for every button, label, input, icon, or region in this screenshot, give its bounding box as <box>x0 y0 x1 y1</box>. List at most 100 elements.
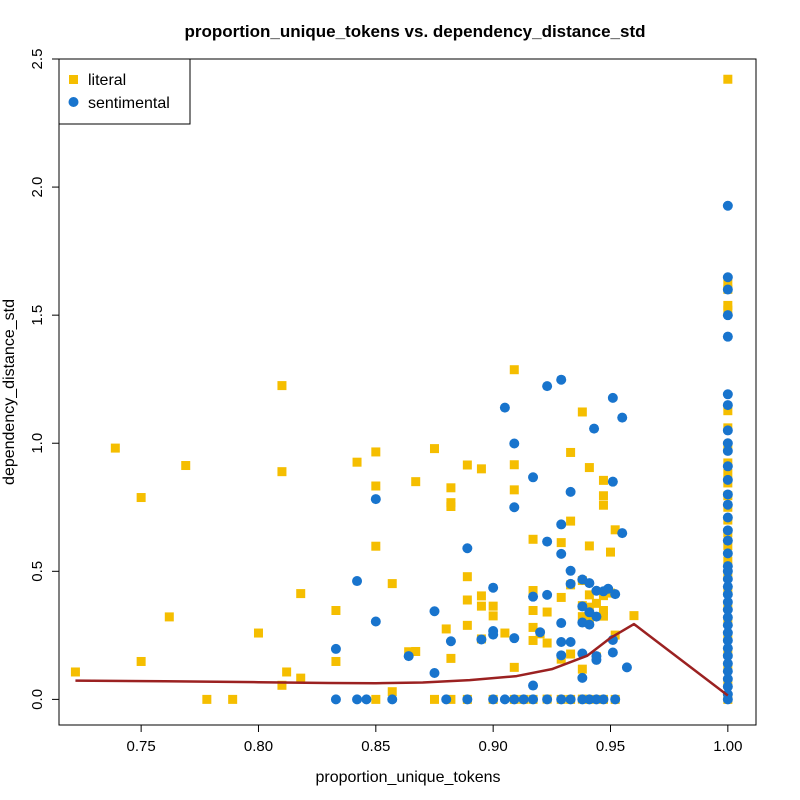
point-sentimental <box>722 200 733 211</box>
point-literal <box>282 667 292 677</box>
point-sentimental <box>488 694 499 705</box>
legend-label-sentimental: sentimental <box>88 95 170 112</box>
y-tick-label: 1.0 <box>29 433 46 454</box>
point-sentimental <box>352 576 363 587</box>
point-literal <box>584 463 594 473</box>
point-sentimental <box>509 633 520 644</box>
point-sentimental <box>722 331 733 342</box>
point-sentimental <box>565 565 576 576</box>
point-sentimental <box>542 589 553 600</box>
legend-label-literal: literal <box>88 72 126 89</box>
point-literal <box>277 680 287 690</box>
point-sentimental <box>518 694 529 705</box>
point-sentimental <box>535 627 546 638</box>
point-literal <box>446 483 456 493</box>
point-literal <box>566 649 576 659</box>
point-sentimental <box>476 634 487 645</box>
point-literal <box>462 460 472 470</box>
point-sentimental <box>445 636 456 647</box>
trend-line <box>75 622 729 697</box>
point-sentimental <box>607 392 618 403</box>
point-sentimental <box>370 494 381 505</box>
point-literal <box>488 611 498 621</box>
point-literal <box>277 467 287 477</box>
point-sentimental <box>722 535 733 546</box>
point-sentimental <box>462 694 473 705</box>
point-sentimental <box>542 694 553 705</box>
chart-title: proportion_unique_tokens vs. dependency_… <box>185 22 646 41</box>
point-literal <box>476 601 486 611</box>
legend-marker-sentimental <box>68 97 79 107</box>
y-axis-label: dependency_distance_std <box>1 299 18 485</box>
point-literal <box>70 667 80 677</box>
point-literal <box>598 611 608 621</box>
point-sentimental <box>361 694 372 705</box>
point-literal <box>629 611 639 621</box>
point-sentimental <box>591 654 602 665</box>
point-sentimental <box>584 619 595 630</box>
point-sentimental <box>509 694 520 705</box>
point-sentimental <box>722 400 733 411</box>
point-sentimental <box>429 668 440 679</box>
point-literal <box>584 602 594 612</box>
point-sentimental <box>722 627 733 638</box>
point-sentimental <box>722 604 733 615</box>
point-sentimental <box>542 381 553 392</box>
y-tick-label: 0.0 <box>29 689 46 710</box>
point-sentimental <box>607 476 618 487</box>
point-sentimental <box>722 612 733 623</box>
point-sentimental <box>556 374 567 385</box>
point-sentimental <box>509 438 520 449</box>
point-sentimental <box>598 694 609 705</box>
point-literal <box>509 485 519 495</box>
point-sentimental <box>722 643 733 654</box>
point-literal <box>723 541 733 551</box>
point-literal <box>509 460 519 470</box>
point-sentimental <box>565 486 576 497</box>
x-tick-label: 1.00 <box>713 738 742 755</box>
point-sentimental <box>565 578 576 589</box>
point-sentimental <box>722 489 733 500</box>
point-literal <box>577 407 587 417</box>
point-literal <box>371 481 381 491</box>
legend-marker-literal <box>69 75 78 84</box>
point-sentimental <box>584 578 595 589</box>
point-sentimental <box>603 583 614 594</box>
point-literal <box>296 589 306 599</box>
point-literal <box>462 572 472 582</box>
point-literal <box>598 605 608 615</box>
point-sentimental <box>499 694 510 705</box>
point-sentimental <box>528 472 539 483</box>
point-literal <box>500 628 510 638</box>
point-literal <box>446 653 456 663</box>
legend-box <box>58 58 191 125</box>
point-literal <box>136 656 146 666</box>
y-tick-label: 0.5 <box>29 561 46 582</box>
point-literal <box>228 694 238 704</box>
point-literal <box>723 468 733 478</box>
point-literal <box>566 447 576 457</box>
point-sentimental <box>722 284 733 295</box>
point-literal <box>411 646 421 656</box>
point-literal <box>296 673 306 683</box>
point-sentimental <box>589 423 600 434</box>
point-literal <box>566 516 576 526</box>
point-sentimental <box>722 438 733 449</box>
data-points <box>70 74 733 705</box>
y-tick-label: 1.5 <box>29 305 46 326</box>
point-literal <box>723 556 733 566</box>
point-sentimental <box>722 658 733 669</box>
point-sentimental <box>565 694 576 705</box>
point-literal <box>723 279 733 289</box>
point-sentimental <box>722 620 733 631</box>
point-literal <box>462 620 472 630</box>
point-literal <box>331 656 341 666</box>
point-literal <box>387 687 397 697</box>
point-sentimental <box>722 499 733 510</box>
point-literal <box>577 664 587 674</box>
point-sentimental <box>722 650 733 661</box>
point-literal <box>476 591 486 601</box>
point-literal <box>462 595 472 605</box>
point-sentimental <box>617 528 628 539</box>
